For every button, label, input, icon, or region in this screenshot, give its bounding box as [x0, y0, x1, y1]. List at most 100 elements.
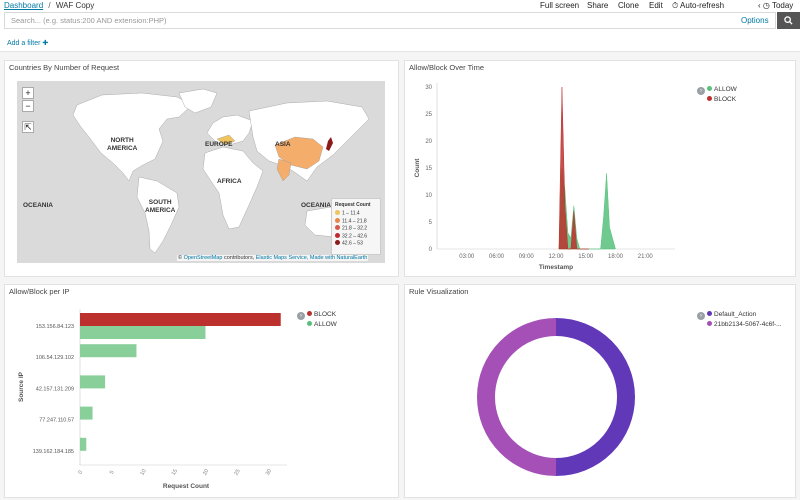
map-label-south-america: SOUTH AMERICA — [145, 199, 176, 214]
map-legend-label: 21.8 – 32.2 — [342, 225, 368, 232]
legend-label: ALLOW — [314, 321, 337, 328]
edit-button[interactable]: Edit — [649, 1, 663, 10]
fit-bounds-button[interactable]: ⇱ — [22, 121, 34, 133]
y-tick-label: 5 — [429, 220, 433, 226]
x-tick-label: 10 — [139, 468, 147, 476]
query-options-button[interactable]: Options — [741, 16, 769, 25]
map-legend: Request Count 1 – 11.4 11.4 – 21.8 21.8 … — [331, 198, 381, 255]
share-button[interactable]: Share — [587, 1, 609, 10]
map-label-africa: AFRICA — [217, 178, 242, 185]
legend-toggle-icon[interactable]: › — [697, 312, 705, 320]
legend-toggle-icon[interactable]: › — [697, 87, 705, 95]
auto-refresh-button[interactable]: ⏱ Auto-refresh — [672, 0, 724, 11]
refresh-clock-icon: ⏱ — [672, 1, 681, 10]
x-axis-label: Request Count — [163, 483, 210, 490]
search-icon — [784, 16, 793, 25]
y-axis-label: Count — [414, 158, 421, 178]
auto-refresh-label: Auto-refresh — [680, 1, 725, 10]
donut-slice — [477, 318, 557, 476]
x-tick-label: 15 — [171, 468, 179, 476]
legend-toggle-icon[interactable]: › — [297, 312, 305, 320]
legend-item-block[interactable]: BLOCK — [307, 311, 336, 319]
legend-dot — [707, 86, 712, 91]
y-tick-label: 20 — [425, 139, 432, 145]
bar-allow — [80, 375, 106, 389]
legend-item-rule-id[interactable]: 21bb2134-5067-4c6f-... — [707, 321, 782, 329]
world-map[interactable]: + − ⇱ NORTH AMERICA SOUTH AMERICA EUROPE… — [17, 81, 385, 263]
map-label-oceania-left: OCEANIA — [23, 202, 53, 209]
allow-block-time-title: Allow/Block Over Time — [409, 63, 485, 72]
add-filter-label: Add a filter — [7, 40, 41, 47]
map-legend-label: 42.6 – 53 — [342, 240, 363, 247]
land-europe — [206, 114, 254, 146]
y-axis-label: Source IP — [18, 371, 25, 402]
land-greenland — [178, 88, 218, 114]
donut-slice — [555, 318, 635, 476]
allow-block-ip-panel: Allow/Block per IP 0 5 10 15 20 25 30 Request C… — [4, 284, 399, 498]
x-tick-label: 03:00 — [459, 254, 475, 260]
rule-viz-title: Rule Visualization — [409, 287, 469, 296]
time-picker-button[interactable]: ‹ ◷ Today — [758, 0, 793, 11]
legend-dot — [707, 321, 712, 326]
map-attribution: © OpenStreetMap contributors, Elastic Ma… — [177, 255, 369, 261]
natural-earth-link[interactable]: Made with NaturalEarth — [309, 255, 368, 261]
x-tick-label: 0 — [78, 470, 85, 476]
y-tick-label: 77.247.110.57 — [39, 418, 74, 424]
breadcrumb-separator: / — [48, 1, 51, 10]
x-tick-label: 25 — [234, 468, 242, 476]
map-canvas — [17, 81, 385, 263]
x-tick-label: 21:00 — [638, 254, 654, 260]
y-tick-label: 10 — [425, 193, 432, 199]
y-tick-label: 139.162.184.185 — [33, 449, 74, 455]
country-europe-highlight — [216, 134, 236, 146]
rule-viz-panel: Rule Visualization › Default_Action 21bb… — [404, 284, 796, 498]
search-input[interactable]: Search... (e.g. status:200 AND extension… — [4, 12, 776, 29]
y-tick-label: 106.54.129.102 — [36, 355, 74, 361]
legend-item-default-action[interactable]: Default_Action — [707, 311, 756, 319]
clone-button[interactable]: Clone — [618, 1, 639, 10]
map-legend-title: Request Count — [335, 202, 371, 208]
legend-item-allow[interactable]: ALLOW — [707, 86, 737, 94]
allow-block-time-chart: 0 5 10 15 20 25 30 03:00 06:00 09:00 12:00 15:00 18:… — [414, 83, 675, 271]
x-tick-label: 18:00 — [608, 254, 624, 260]
fit-bounds-icon: ⇱ — [24, 122, 32, 132]
elastic-maps-link[interactable]: Elastic Maps Service, — [255, 255, 309, 261]
breadcrumb: Dashboard / WAF Copy — [4, 0, 94, 11]
breadcrumb-dashboard-link[interactable]: Dashboard — [4, 1, 44, 10]
legend-swatch — [335, 225, 340, 230]
plus-icon: ✚ — [42, 40, 49, 47]
add-filter-link[interactable]: Add a filter ✚ — [7, 39, 48, 47]
legend-dot — [307, 311, 312, 316]
allow-block-ip-chart: 0 5 10 15 20 25 30 Request Count Source IP 153.15… — [18, 309, 287, 490]
country-india-highlight — [276, 158, 292, 182]
rule-donut-chart — [477, 318, 635, 476]
chevron-left-icon[interactable]: ‹ — [758, 1, 763, 10]
legend-dot — [307, 321, 312, 326]
y-tick-label: 30 — [425, 85, 432, 91]
map-label-asia: ASIA — [275, 141, 291, 148]
bar-allow — [80, 344, 137, 358]
legend-swatch — [335, 217, 340, 223]
osm-link[interactable]: OpenStreetMap — [183, 255, 223, 261]
map-panel-title: Countries By Number of Request — [9, 63, 120, 72]
map-legend-label: 1 – 11.4 — [342, 210, 360, 217]
legend-item-allow[interactable]: ALLOW — [307, 321, 337, 329]
legend-swatch — [335, 232, 340, 238]
zoom-in-button[interactable]: + — [22, 87, 34, 99]
legend-label: 21bb2134-5067-4c6f-... — [714, 321, 782, 328]
area-series-allow — [558, 167, 616, 250]
x-tick-label: 20 — [202, 468, 210, 476]
area-series-block — [558, 86, 589, 250]
map-legend-item: 21.8 – 32.2 — [335, 225, 377, 233]
query-bar: Search... (e.g. status:200 AND extension… — [0, 12, 800, 32]
full-screen-button[interactable]: Full screen — [540, 1, 580, 10]
allow-block-ip-title: Allow/Block per IP — [9, 287, 70, 296]
map-legend-item: 11.4 – 21.8 — [335, 217, 377, 226]
zoom-out-button[interactable]: − — [22, 100, 34, 112]
search-submit-button[interactable] — [777, 12, 800, 29]
breadcrumb-current: WAF Copy — [55, 1, 95, 10]
legend-item-block[interactable]: BLOCK — [707, 96, 736, 104]
y-tick-label: 15 — [425, 166, 432, 172]
legend-dot — [707, 311, 712, 316]
land-africa — [202, 146, 264, 230]
